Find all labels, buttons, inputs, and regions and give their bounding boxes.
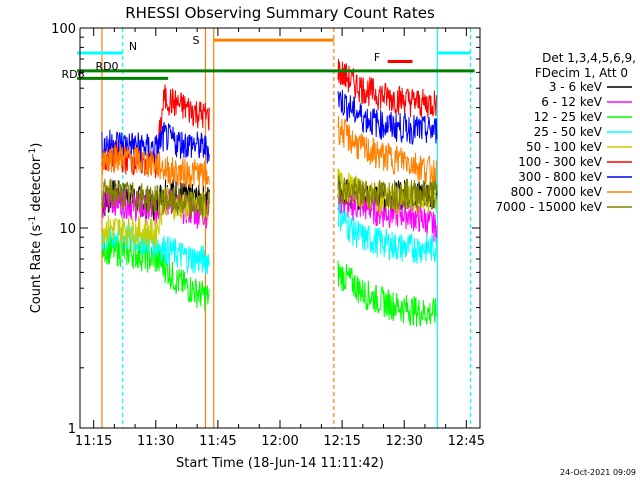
series-800-7000kev [101, 115, 438, 190]
flag-label-n: N [129, 40, 137, 53]
flag-bars: N S F RD0 RD6 [61, 34, 475, 81]
series-trace [337, 260, 438, 327]
series-trace [337, 58, 438, 118]
x-tick-label: 11:45 [199, 434, 236, 449]
y-tick-label: 1 [68, 422, 76, 437]
legend-label: 50 - 100 keV [526, 140, 603, 154]
y-tick-label: 10 [59, 222, 76, 237]
legend-label: 12 - 25 keV [534, 110, 603, 124]
series-trace [101, 177, 210, 222]
series-trace [101, 144, 210, 190]
instrument-state-lines [101, 28, 472, 428]
x-tick-label: 12:45 [448, 434, 485, 449]
flag-label-s: S [193, 34, 200, 47]
axes: 11:15 11:30 11:45 12:00 12:15 12:30 12:45 1 10 10… [51, 22, 485, 449]
x-axis-label: Start Time (18-Jun-14 11:11:42) [176, 456, 384, 471]
legend-label: 300 - 800 keV [518, 170, 602, 184]
y-tick-label: 100 [51, 22, 76, 37]
flag-label-f: F [374, 51, 380, 64]
legend-label: 25 - 50 keV [534, 125, 603, 139]
legend: Det 1,3,4,5,6,9, FDecim 1, Att 0 3 - 6 k… [495, 51, 636, 214]
legend-header-2: FDecim 1, Att 0 [535, 66, 628, 80]
x-tick-label: 12:00 [261, 434, 298, 449]
legend-header-1: Det 1,3,4,5,6,9, [542, 51, 636, 65]
count-rate-series [101, 58, 438, 327]
flag-label-rd0: RD0 [95, 60, 118, 73]
legend-label: 7000 - 15000 keV [495, 200, 602, 214]
series-trace [337, 174, 438, 210]
x-tick-label: 11:15 [75, 434, 112, 449]
x-tick-label: 12:15 [323, 434, 360, 449]
series-300-800kev [101, 89, 438, 164]
series-trace [337, 185, 438, 244]
footer-date: 24-Oct-2021 09:09 [560, 468, 636, 477]
series-7000-15000kev [101, 174, 438, 222]
series-trace [337, 89, 438, 146]
legend-label: 800 - 7000 keV [511, 185, 603, 199]
series-trace [337, 202, 438, 264]
x-tick-label: 12:30 [385, 434, 422, 449]
series-trace [101, 122, 210, 164]
legend-label: 3 - 6 keV [549, 80, 603, 94]
x-tick-label: 11:30 [137, 434, 174, 449]
legend-label: 6 - 12 keV [541, 95, 603, 109]
legend-label: 100 - 300 keV [518, 155, 602, 169]
series-12-25kev [101, 234, 438, 327]
y-axis-label: Count Rate (s-1 detector-1) [28, 143, 44, 314]
chart-title: RHESSI Observing Summary Count Rates [125, 4, 435, 22]
flag-label-rd6: RD6 [61, 68, 84, 81]
series-trace [337, 115, 438, 189]
